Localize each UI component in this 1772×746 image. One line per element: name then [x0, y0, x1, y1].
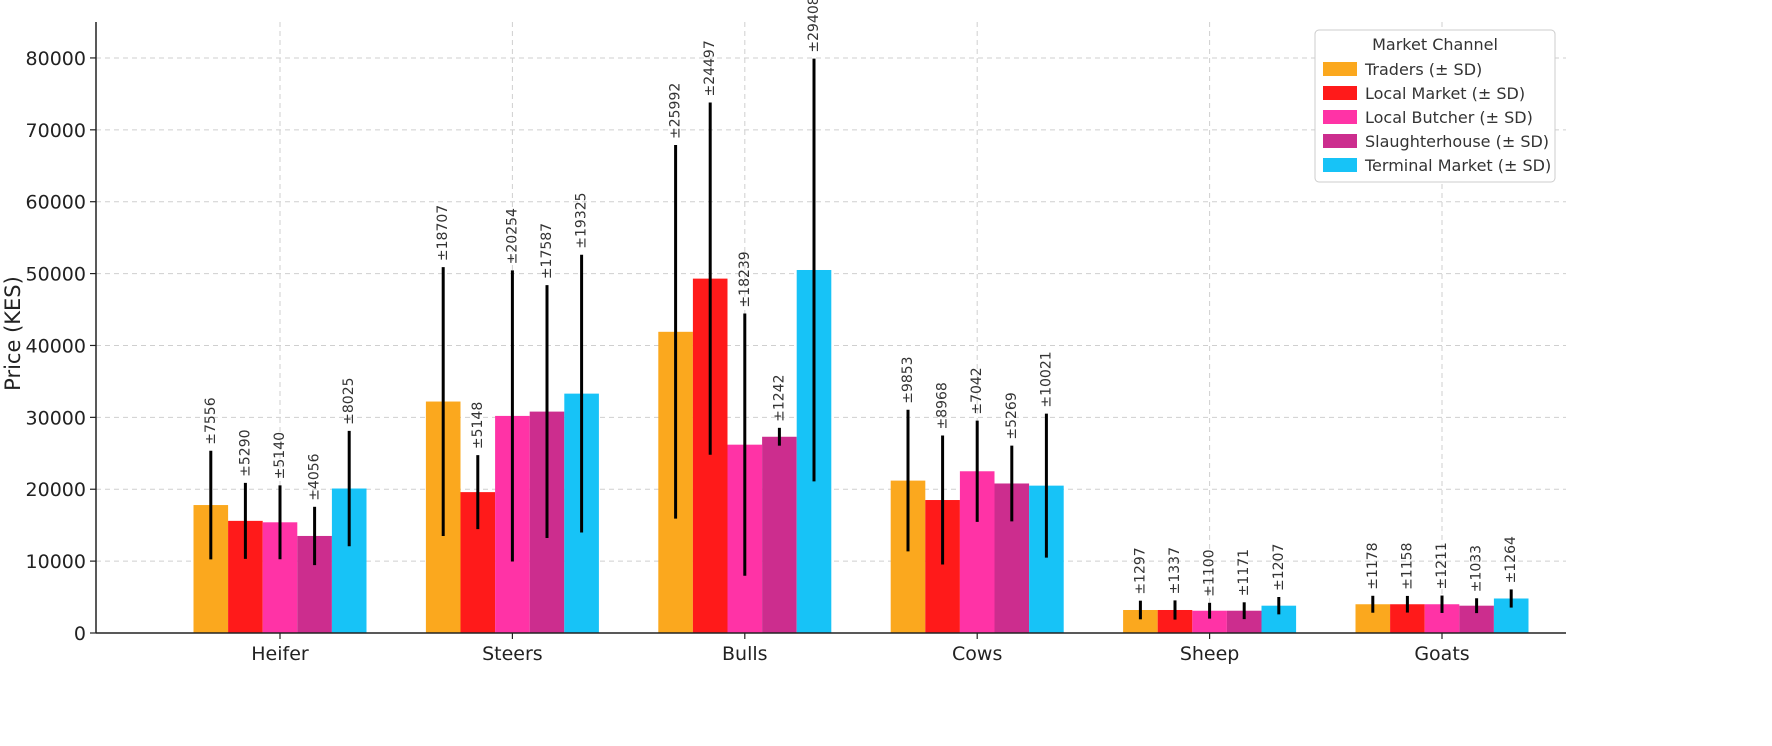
legend-swatch — [1323, 62, 1357, 76]
sd-label: ±18707 — [435, 205, 451, 261]
x-tick-labels: Heifer Steers Bulls Cows Sheep Goats — [251, 633, 1470, 665]
error-bars — [209, 58, 1513, 620]
bar — [762, 436, 797, 633]
legend-title: Market Channel — [1372, 35, 1498, 54]
sd-label: ±17587 — [539, 223, 555, 279]
y-tick-label: 70000 — [26, 120, 86, 142]
legend-swatch — [1323, 134, 1357, 148]
sd-labels: ±7556 ±5290 ±5140 ±4056 ±8025 ±18707 ±5148 ±202… — [203, 0, 1519, 597]
y-tick-label: 50000 — [26, 264, 86, 286]
x-tick-label: Steers — [482, 643, 543, 665]
sd-label: ±4056 — [307, 453, 323, 500]
y-tick-label: 60000 — [26, 192, 86, 214]
bar — [1192, 610, 1227, 633]
sd-label: ±24497 — [702, 40, 718, 96]
bar — [1157, 609, 1193, 633]
sd-label: ±9853 — [900, 356, 916, 403]
y-tick-label: 0 — [74, 623, 86, 645]
legend-entry: Slaughterhouse (± SD) — [1365, 132, 1549, 151]
sd-label: ±18239 — [737, 251, 753, 307]
legend-entry: Traders (± SD) — [1364, 60, 1482, 79]
sd-label: ±1158 — [1399, 543, 1415, 590]
legend-entry: Local Butcher (± SD) — [1365, 108, 1533, 127]
y-tick-label: 20000 — [26, 479, 86, 501]
axes: Price (KES) — [1, 22, 1566, 634]
x-tick-label: Cows — [952, 643, 1002, 665]
legend-swatch — [1323, 86, 1357, 100]
sd-label: ±5269 — [1004, 392, 1020, 439]
sd-label: ±1264 — [1503, 536, 1519, 583]
sd-label: ±20254 — [504, 208, 520, 264]
bars — [193, 269, 1529, 633]
sd-label: ±7556 — [203, 397, 219, 444]
bar — [1226, 610, 1262, 633]
sd-label: ±10021 — [1038, 351, 1054, 407]
legend-swatch — [1323, 110, 1357, 124]
sd-label: ±1100 — [1202, 549, 1218, 596]
x-tick-label: Sheep — [1180, 643, 1240, 665]
sd-label: ±1207 — [1271, 544, 1287, 591]
sd-label: ±1178 — [1365, 542, 1381, 589]
sd-label: ±1242 — [771, 374, 787, 421]
sd-label: ±1033 — [1469, 545, 1485, 592]
y-tick-labels: 0 10000 20000 30000 40000 50000 60000 70000 8000… — [26, 48, 96, 645]
sd-label: ±5290 — [237, 429, 253, 476]
sd-label: ±5140 — [272, 432, 288, 479]
y-tick-label: 30000 — [26, 407, 86, 429]
sd-label: ±19325 — [574, 192, 590, 248]
legend-swatch — [1323, 158, 1357, 172]
y-tick-label: 10000 — [26, 551, 86, 573]
bar — [1123, 609, 1158, 633]
legend-entry: Terminal Market (± SD) — [1364, 156, 1551, 175]
x-tick-label: Goats — [1414, 643, 1469, 665]
y-tick-label: 80000 — [26, 48, 86, 70]
sd-label: ±25992 — [668, 83, 684, 139]
sd-label: ±8968 — [935, 382, 951, 429]
sd-label: ±1297 — [1132, 547, 1148, 594]
legend-box — [1314, 29, 1556, 183]
legend: Market Channel Traders (± SD) Local Marke… — [1314, 29, 1556, 183]
y-axis-title: Price (KES) — [1, 276, 25, 391]
sd-label: ±1337 — [1167, 547, 1183, 594]
sd-label: ±7042 — [969, 367, 985, 414]
sd-label: ±1211 — [1434, 542, 1450, 589]
x-tick-label: Bulls — [722, 643, 768, 665]
sd-label: ±5148 — [470, 402, 486, 449]
legend-entry: Local Market (± SD) — [1365, 84, 1525, 103]
sd-label: ±8025 — [341, 377, 357, 424]
x-tick-label: Heifer — [251, 643, 309, 665]
sd-label: ±29408 — [806, 0, 822, 53]
y-tick-label: 40000 — [26, 335, 86, 357]
sd-label: ±1171 — [1236, 549, 1252, 596]
